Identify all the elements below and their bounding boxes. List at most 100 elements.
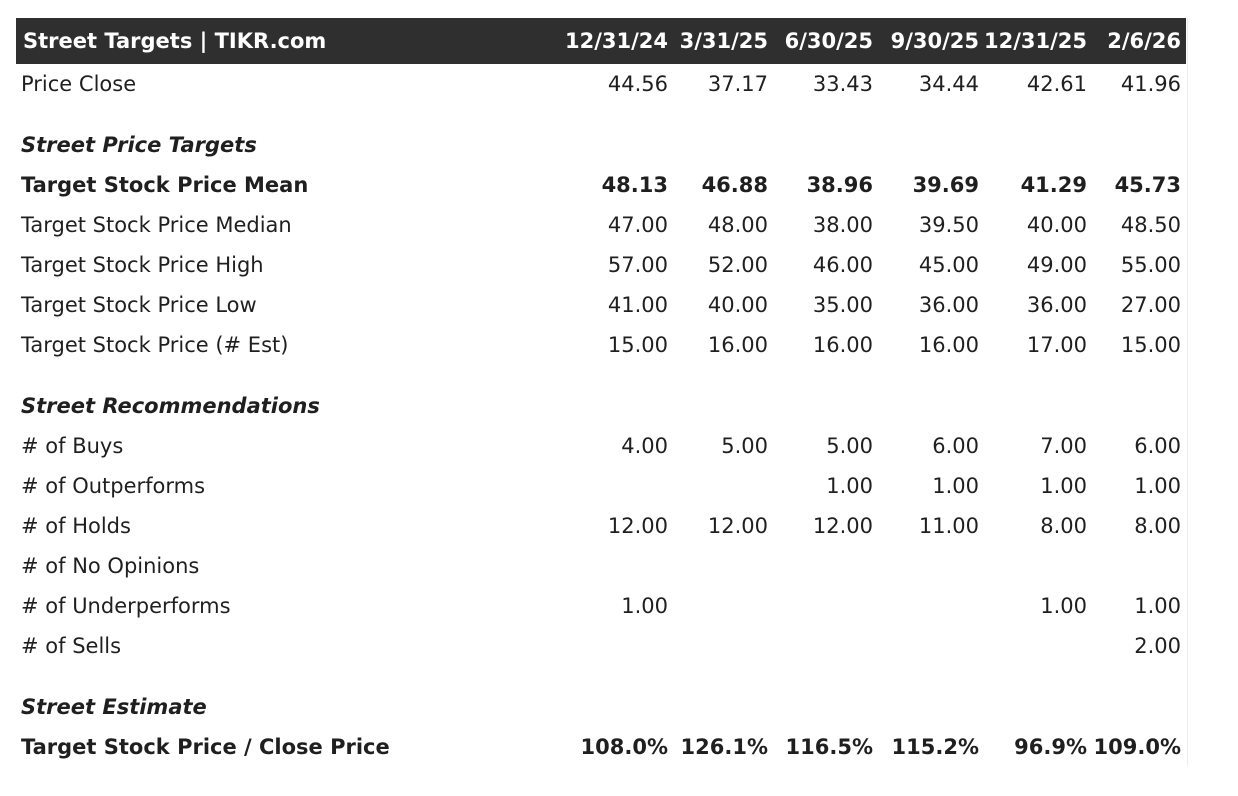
row-label: Target Stock Price (# Est) bbox=[21, 333, 289, 357]
table-cell: 2.00 bbox=[1134, 634, 1181, 658]
table-cell bbox=[987, 546, 1087, 586]
row-label: Price Close bbox=[21, 72, 137, 96]
table-cell bbox=[568, 466, 668, 506]
table-cell: 46.00 bbox=[812, 253, 873, 277]
table-cell: 33.43 bbox=[812, 72, 873, 96]
table-cell: 37.17 bbox=[707, 72, 768, 96]
row-label: Target Stock Price Low bbox=[21, 293, 257, 317]
table-row-target-low: Target Stock Price Low 41.00 40.00 35.00… bbox=[16, 285, 1186, 325]
section-heading-recommendations: Street Recommendations bbox=[16, 386, 1186, 426]
table-cell bbox=[773, 586, 873, 626]
table-cell: 7.00 bbox=[1040, 434, 1087, 458]
table-cell: 5.00 bbox=[721, 434, 768, 458]
row-label: # of Sells bbox=[21, 634, 122, 658]
table-title: Street Targets | TIKR.com bbox=[23, 29, 327, 53]
table-cell: 108.0% bbox=[580, 735, 668, 759]
row-label: # of Holds bbox=[21, 514, 131, 538]
row-label: # of No Opinions bbox=[21, 554, 200, 578]
table-cell bbox=[987, 626, 1087, 666]
section-title: Street Recommendations bbox=[21, 394, 320, 418]
table-cell: 55.00 bbox=[1120, 253, 1181, 277]
row-label: Target Stock Price Mean bbox=[21, 173, 309, 197]
table-cell: 15.00 bbox=[607, 333, 668, 357]
table-cell: 116.5% bbox=[785, 735, 873, 759]
column-header[interactable]: 3/31/25 bbox=[679, 29, 768, 53]
table-cell: 44.56 bbox=[607, 72, 668, 96]
table-row-price-close: Price Close 44.56 37.17 33.43 34.44 42.6… bbox=[16, 64, 1186, 104]
table-cell: 17.00 bbox=[1026, 333, 1087, 357]
table-cell bbox=[879, 626, 979, 666]
table-cell: 8.00 bbox=[1040, 514, 1087, 538]
table-row-target-to-close: Target Stock Price / Close Price 108.0% … bbox=[16, 727, 1186, 767]
table-cell bbox=[879, 586, 979, 626]
table-cell: 1.00 bbox=[932, 474, 979, 498]
scrollbar-track[interactable] bbox=[1187, 18, 1216, 766]
table-cell: 45.73 bbox=[1114, 173, 1181, 197]
table-row-outperforms: # of Outperforms 1.00 1.00 1.00 1.00 bbox=[16, 466, 1186, 506]
table-cell: 39.50 bbox=[918, 213, 979, 237]
table-cell bbox=[668, 626, 768, 666]
table-cell: 48.50 bbox=[1120, 213, 1181, 237]
table-cell bbox=[668, 546, 768, 586]
table-cell bbox=[568, 546, 668, 586]
section-heading-estimate: Street Estimate bbox=[16, 687, 1186, 727]
spacer bbox=[16, 666, 1186, 687]
table-row-target-est-count: Target Stock Price (# Est) 15.00 16.00 1… bbox=[16, 325, 1186, 365]
table-cell: 96.9% bbox=[1014, 735, 1087, 759]
table-cell: 38.00 bbox=[812, 213, 873, 237]
table-row-holds: # of Holds 12.00 12.00 12.00 11.00 8.00 … bbox=[16, 506, 1186, 546]
table-cell: 11.00 bbox=[918, 514, 979, 538]
table-row-sells: # of Sells 2.00 bbox=[16, 626, 1186, 666]
table-row-underperforms: # of Underperforms 1.00 1.00 1.00 bbox=[16, 586, 1186, 626]
table-cell: 6.00 bbox=[1134, 434, 1181, 458]
column-header[interactable]: 12/31/25 bbox=[983, 29, 1087, 53]
table-cell: 38.96 bbox=[806, 173, 873, 197]
table-cell: 1.00 bbox=[1040, 474, 1087, 498]
table-cell: 1.00 bbox=[1040, 594, 1087, 618]
table-cell: 40.00 bbox=[1026, 213, 1087, 237]
column-header[interactable]: 12/31/24 bbox=[564, 29, 668, 53]
table-cell: 16.00 bbox=[707, 333, 768, 357]
table-cell: 1.00 bbox=[1134, 594, 1181, 618]
table-cell: 41.96 bbox=[1120, 72, 1181, 96]
table-header: Street Targets | TIKR.com 12/31/24 3/31/… bbox=[16, 18, 1186, 64]
table-cell: 126.1% bbox=[680, 735, 768, 759]
table-row-target-mean: Target Stock Price Mean 48.13 46.88 38.9… bbox=[16, 165, 1186, 205]
section-heading-price-targets: Street Price Targets bbox=[16, 125, 1186, 165]
table-cell: 40.00 bbox=[707, 293, 768, 317]
column-header[interactable]: 6/30/25 bbox=[784, 29, 873, 53]
table-cell: 36.00 bbox=[1026, 293, 1087, 317]
table-cell: 1.00 bbox=[826, 474, 873, 498]
table-cell bbox=[1081, 546, 1181, 586]
section-title: Street Price Targets bbox=[21, 133, 257, 157]
column-header[interactable]: 9/30/25 bbox=[890, 29, 979, 53]
row-label: Target Stock Price High bbox=[21, 253, 264, 277]
table-cell: 109.0% bbox=[1093, 735, 1181, 759]
table-cell: 47.00 bbox=[607, 213, 668, 237]
column-header[interactable]: 2/6/26 bbox=[1107, 29, 1181, 53]
table-cell: 115.2% bbox=[891, 735, 979, 759]
table-cell: 12.00 bbox=[707, 514, 768, 538]
table-cell: 8.00 bbox=[1134, 514, 1181, 538]
table-cell: 39.69 bbox=[912, 173, 979, 197]
spacer bbox=[16, 365, 1186, 386]
table-cell: 34.44 bbox=[918, 72, 979, 96]
table-cell: 16.00 bbox=[918, 333, 979, 357]
table-cell bbox=[568, 626, 668, 666]
table-cell: 36.00 bbox=[918, 293, 979, 317]
table-cell: 42.61 bbox=[1026, 72, 1087, 96]
row-label: Target Stock Price / Close Price bbox=[21, 735, 390, 759]
table-cell: 1.00 bbox=[1134, 474, 1181, 498]
table-cell: 49.00 bbox=[1026, 253, 1087, 277]
table-cell: 52.00 bbox=[707, 253, 768, 277]
table-cell: 35.00 bbox=[812, 293, 873, 317]
table-cell: 6.00 bbox=[932, 434, 979, 458]
table-cell: 4.00 bbox=[621, 434, 668, 458]
table-cell: 12.00 bbox=[812, 514, 873, 538]
table-cell: 41.29 bbox=[1020, 173, 1087, 197]
table-row-no-opinions: # of No Opinions bbox=[16, 546, 1186, 586]
table-cell: 16.00 bbox=[812, 333, 873, 357]
table-cell: 48.00 bbox=[707, 213, 768, 237]
table-cell: 46.88 bbox=[701, 173, 768, 197]
table-row-target-high: Target Stock Price High 57.00 52.00 46.0… bbox=[16, 245, 1186, 285]
